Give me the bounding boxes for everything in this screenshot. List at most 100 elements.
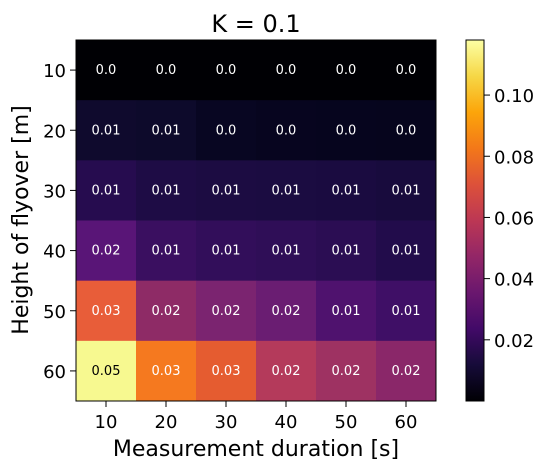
cell-value-label: 0.02 xyxy=(92,244,121,259)
heatmap-cell xyxy=(196,280,257,342)
heatmap-cell xyxy=(136,100,197,161)
colorbar-ticks: 0.02 0.04 0.06 0.08 0.10 xyxy=(484,86,534,352)
colorbar-tick-label: 0.10 xyxy=(494,86,534,107)
heatmap-cell xyxy=(196,100,257,161)
heatmap-cell xyxy=(76,40,137,101)
heatmap-cell xyxy=(316,220,377,282)
y-tick-label: 50 xyxy=(43,302,66,323)
cell-value-label: 0.05 xyxy=(92,364,121,379)
colorbar xyxy=(465,39,485,402)
cell-value-label: 0.02 xyxy=(272,364,301,379)
cell-value-label: 0.01 xyxy=(92,123,121,138)
heatmap-cell xyxy=(376,340,437,402)
y-tick-label: 20 xyxy=(43,121,66,142)
heatmap-cell xyxy=(376,40,437,101)
cell-value-label: 0.0 xyxy=(336,63,357,78)
cell-value-label: 0.01 xyxy=(152,183,181,198)
heatmap-cell xyxy=(256,220,317,282)
y-tick-label: 60 xyxy=(43,362,66,383)
cell-value-label: 0.0 xyxy=(216,63,237,78)
heatmap-cell xyxy=(136,40,197,101)
heatmap-cell xyxy=(376,160,437,221)
heatmap-cell xyxy=(196,160,257,221)
heatmap-cell xyxy=(76,340,137,402)
cell-value-label: 0.02 xyxy=(212,304,241,319)
heatmap-cell xyxy=(136,340,197,402)
cell-value-label: 0.01 xyxy=(152,123,181,138)
cell-value-label: 0.01 xyxy=(392,304,421,319)
cell-value-label: 0.0 xyxy=(156,63,177,78)
cell-value-label: 0.01 xyxy=(392,244,421,259)
cell-value-label: 0.01 xyxy=(212,244,241,259)
heatmap-cell xyxy=(256,100,317,161)
cell-value-label: 0.0 xyxy=(336,123,357,138)
x-axis: 10 20 30 40 50 60 xyxy=(95,401,418,433)
colorbar-tick-label: 0.06 xyxy=(494,208,534,229)
cell-value-label: 0.01 xyxy=(92,183,121,198)
x-tick-label: 50 xyxy=(335,412,358,433)
colorbar-tick-label: 0.08 xyxy=(494,147,534,168)
x-axis-label: Measurement duration [s] xyxy=(113,437,399,462)
cell-value-label: 0.03 xyxy=(152,364,181,379)
cell-value-label: 0.0 xyxy=(276,123,297,138)
cell-value-label: 0.01 xyxy=(272,183,301,198)
heatmap-cell xyxy=(376,100,437,161)
x-tick-label: 20 xyxy=(155,412,178,433)
cell-value-label: 0.01 xyxy=(332,304,361,319)
heatmap-cell xyxy=(256,340,317,402)
y-axis-label: Height of flyover [m] xyxy=(9,105,34,334)
colorbar-tick-label: 0.02 xyxy=(494,331,534,352)
x-tick-label: 30 xyxy=(215,412,238,433)
heatmap-cell xyxy=(256,40,317,101)
heatmap-cell xyxy=(76,220,137,282)
x-tick-label: 60 xyxy=(395,412,418,433)
heatmap-cell xyxy=(136,280,197,342)
y-tick-label: 10 xyxy=(43,61,66,82)
cell-value-label: 0.03 xyxy=(212,364,241,379)
cell-value-label: 0.01 xyxy=(212,183,241,198)
cell-value-label: 0.0 xyxy=(396,63,417,78)
cell-value-label: 0.01 xyxy=(332,244,361,259)
heatmap-cell xyxy=(316,160,377,221)
cell-value-label: 0.0 xyxy=(396,123,417,138)
heatmap-cell xyxy=(256,160,317,221)
y-tick-label: 40 xyxy=(43,242,66,263)
heatmap-cell-labels: 0.0 0.0 0.0 0.0 0.0 0.0 0.01 0.01 0.0 0.0 0.0 0.0 0.… xyxy=(92,63,421,379)
cell-value-label: 0.02 xyxy=(272,304,301,319)
heatmap-cell xyxy=(76,280,137,342)
heatmap-cell xyxy=(316,280,377,342)
x-tick-label: 10 xyxy=(95,412,118,433)
heatmap-frame xyxy=(75,39,437,402)
heatmap-cell xyxy=(316,100,377,161)
x-tick-label: 40 xyxy=(275,412,298,433)
chart-title: K = 0.1 xyxy=(211,10,300,38)
cell-value-label: 0.0 xyxy=(96,63,117,78)
heatmap-cell xyxy=(76,100,137,161)
cell-value-label: 0.02 xyxy=(332,364,361,379)
y-tick-label: 30 xyxy=(43,181,66,202)
heatmap-cell xyxy=(76,160,137,221)
y-axis: 10 20 30 40 50 60 xyxy=(43,61,76,383)
cell-value-label: 0.03 xyxy=(92,304,121,319)
heatmap-cell xyxy=(316,40,377,101)
heatmap-cell xyxy=(136,220,197,282)
cell-value-label: 0.01 xyxy=(332,183,361,198)
heatmap-cell xyxy=(256,280,317,342)
heatmap-cell xyxy=(376,280,437,342)
cell-value-label: 0.0 xyxy=(276,63,297,78)
heatmap-cell xyxy=(136,160,197,221)
heatmap-cell xyxy=(196,40,257,101)
cell-value-label: 0.01 xyxy=(152,244,181,259)
cell-value-label: 0.02 xyxy=(392,364,421,379)
cell-value-label: 0.01 xyxy=(392,183,421,198)
colorbar-tick-label: 0.04 xyxy=(494,270,534,291)
heatmap-cells xyxy=(76,40,437,402)
heatmap-cell xyxy=(196,340,257,402)
heatmap-cell xyxy=(196,220,257,282)
cell-value-label: 0.0 xyxy=(216,123,237,138)
cell-value-label: 0.01 xyxy=(272,244,301,259)
heatmap-cell xyxy=(376,220,437,282)
cell-value-label: 0.02 xyxy=(152,304,181,319)
heatmap-cell xyxy=(316,340,377,402)
